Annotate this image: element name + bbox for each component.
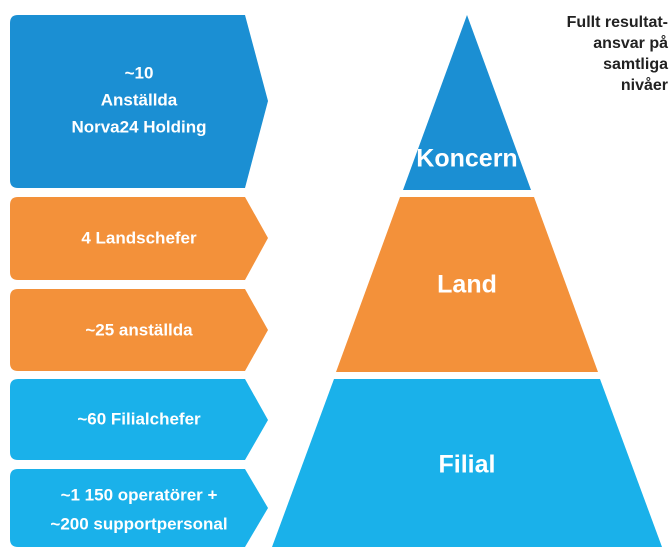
pyramid-bottom — [272, 379, 662, 547]
box-text: ~1 150 operatörer + — [61, 485, 218, 504]
pyramid-middle — [336, 197, 598, 372]
note-text: ansvar på — [593, 34, 668, 52]
box-shape — [10, 15, 268, 188]
pyramid-top — [403, 15, 531, 190]
note-text: samtliga — [603, 56, 668, 73]
box-text: 4 Landschefer — [81, 228, 197, 247]
box-text: Anställda — [101, 90, 178, 109]
box-shape — [10, 289, 268, 371]
box-text: Norva24 Holding — [71, 117, 206, 136]
box-shape — [10, 379, 268, 460]
box-text: ~60 Filialchefer — [77, 409, 201, 428]
box-shape — [10, 469, 268, 547]
box-text: ~200 supportpersonal — [50, 514, 227, 533]
note-text: nivåer — [621, 76, 668, 94]
box-text: ~10 — [125, 63, 154, 82]
level-label: Koncern — [416, 145, 517, 173]
level-label: Land — [437, 271, 497, 299]
note-text: Fullt resultat- — [567, 14, 668, 31]
level-label: Filial — [439, 451, 496, 479]
box-text: ~25 anställda — [85, 320, 193, 339]
box-shape — [10, 197, 268, 280]
